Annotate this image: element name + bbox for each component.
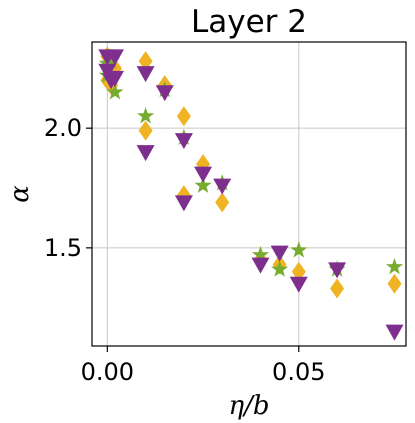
grid <box>92 42 406 346</box>
chart-title: Layer 2 <box>191 4 307 40</box>
diamond-point <box>215 192 230 213</box>
star-point <box>271 260 289 277</box>
x-tick-label: 0.00 <box>81 358 134 386</box>
star-point <box>137 107 155 124</box>
triangle-point <box>194 166 213 183</box>
triangle-point <box>105 49 124 66</box>
star-point <box>386 258 404 275</box>
triangle-point <box>213 178 232 195</box>
axis-ticks: 0.00 0.05 1.5 2.0 <box>44 114 326 386</box>
triangle-point <box>136 66 155 83</box>
triangle-point <box>328 262 347 279</box>
y-tick-label: 2.0 <box>44 114 82 142</box>
data-points <box>98 46 404 341</box>
triangle-point <box>174 133 193 150</box>
triangle-point <box>270 245 289 262</box>
diamond-point <box>387 273 402 294</box>
star-point <box>251 246 269 263</box>
triangle-point <box>289 276 308 293</box>
triangle-point <box>155 85 174 102</box>
triangle-point <box>251 257 270 274</box>
diamond-point <box>138 120 153 141</box>
star-point <box>290 241 308 258</box>
triangle-point <box>174 195 193 212</box>
y-axis-label: α <box>5 185 35 203</box>
star-point <box>106 83 124 100</box>
star-point <box>102 52 120 69</box>
diamond-point <box>176 106 191 127</box>
x-tick-label: 0.05 <box>272 358 325 386</box>
x-axis-label: η/b <box>229 391 270 421</box>
triangle-point <box>105 70 124 87</box>
star-point <box>194 176 212 193</box>
plot-frame <box>91 41 407 347</box>
triangle-point <box>385 324 404 341</box>
y-tick-label: 1.5 <box>44 234 82 262</box>
diamond-point <box>330 278 345 299</box>
triangle-point <box>136 145 155 162</box>
